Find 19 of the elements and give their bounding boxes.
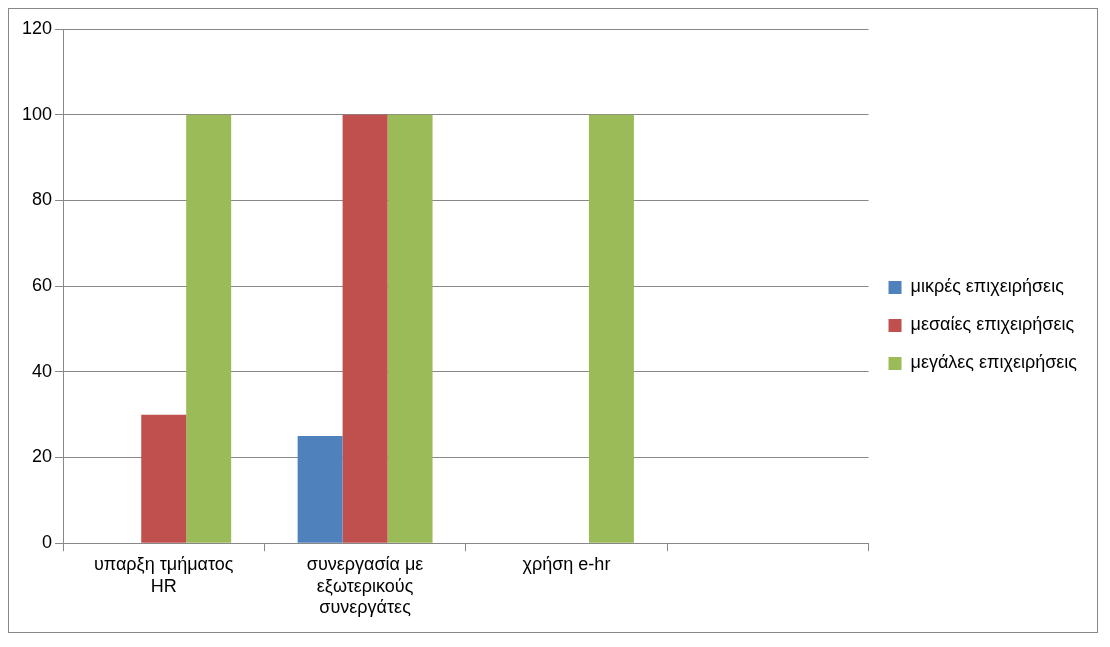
x-tick-label: χρήση e-hr [522, 553, 611, 574]
bar [387, 114, 433, 543]
y-tick-label: 100 [21, 103, 53, 124]
x-tick-label: υπαρξη τμήματος HR [93, 553, 234, 596]
legend-label: μεσαίες επιχειρήσεις [910, 314, 1075, 335]
y-tick-label: 120 [21, 17, 53, 38]
legend-label: μεγάλες επιχειρήσεις [910, 352, 1078, 373]
y-tick-label: 20 [32, 446, 53, 467]
bar [186, 114, 232, 543]
bar [141, 414, 187, 543]
legend-label: μικρές επιχειρήσεις [910, 276, 1065, 297]
y-tick-label: 60 [32, 275, 53, 296]
y-tick-label: 40 [32, 360, 53, 381]
y-tick-label: 0 [42, 532, 53, 553]
bar [588, 114, 634, 543]
bar [342, 114, 388, 543]
y-tick-label: 80 [32, 189, 53, 210]
x-tick-label: συνεργασία με εξωτερικούς συνεργάτες [306, 553, 424, 618]
bar [297, 436, 343, 543]
